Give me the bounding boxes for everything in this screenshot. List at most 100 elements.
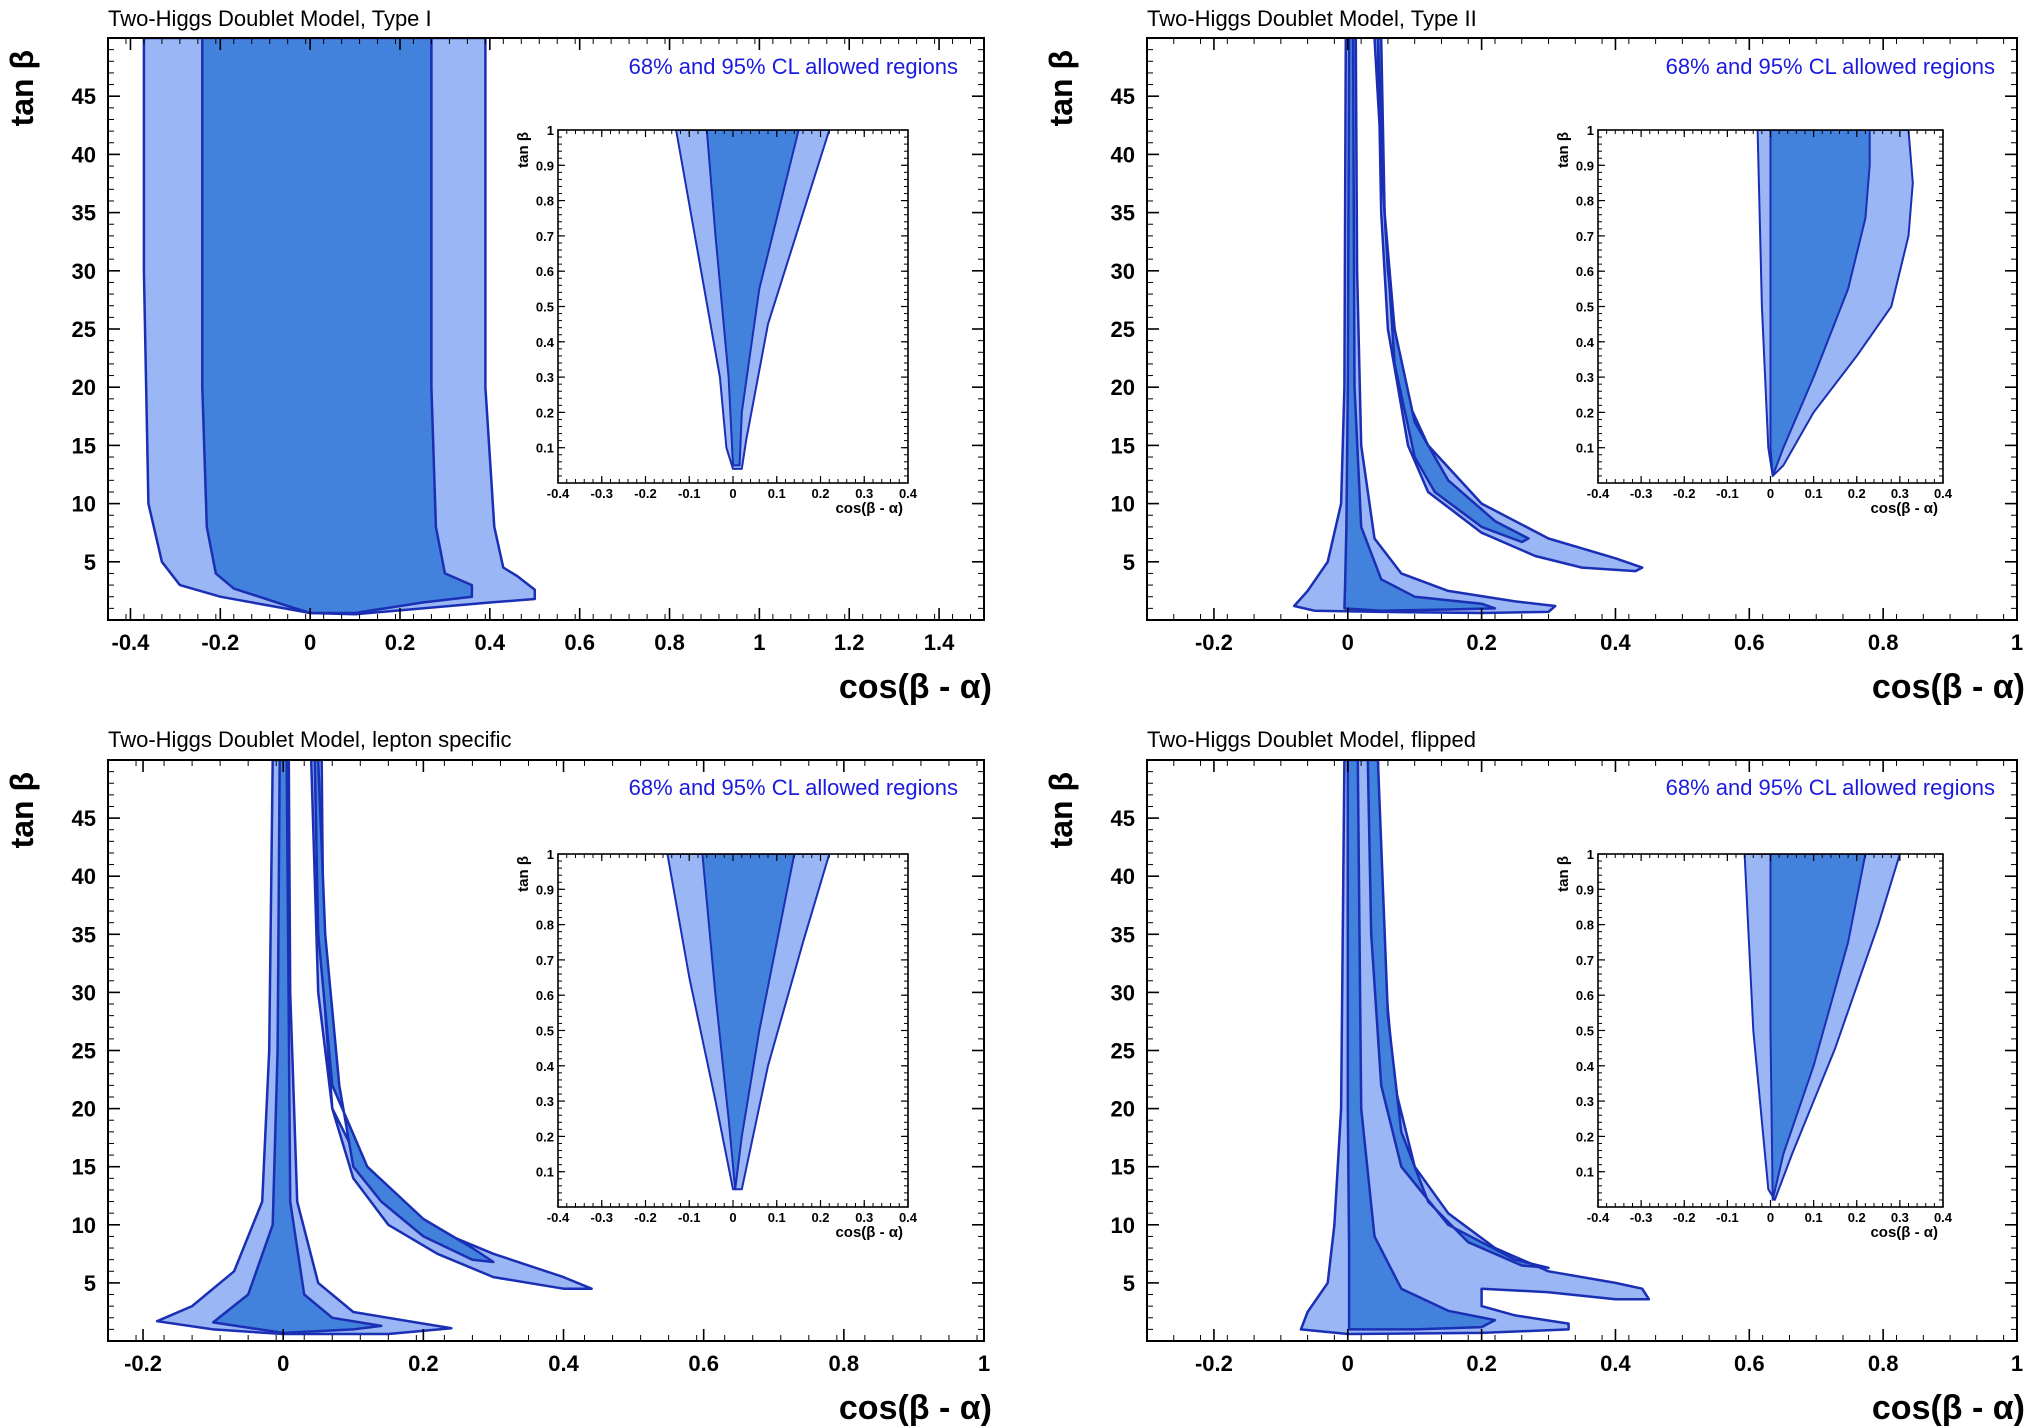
x-tick-label: 0.4	[1600, 1351, 1631, 1376]
inset-y-tick-label: 1	[1587, 847, 1594, 862]
y-tick-label: 10	[1111, 492, 1135, 517]
x-tick-label: 1	[753, 630, 765, 655]
inset-x-tick-label: 0.4	[899, 486, 918, 501]
region-68cl	[1343, 38, 1497, 612]
inset-y-tick-label: 0.5	[536, 300, 554, 315]
inset-y-tick-label: 0.2	[1576, 405, 1594, 420]
inset-y-tick-label: 0.7	[536, 229, 554, 244]
inset-y-tick-label: 0.5	[1576, 300, 1594, 315]
y-tick-label: 35	[72, 201, 96, 226]
inset-x-tick-label: -0.1	[1716, 486, 1738, 501]
x-tick-label: 0.8	[829, 1351, 860, 1376]
inset-y-tick-label: 0.4	[1576, 335, 1595, 350]
panel-1: -0.4 -0.2 0 0.2 0.4 0.6 0.8 1 1.2 1.4510152025303…	[4, 6, 992, 706]
inset-x-tick-label: 0.1	[768, 1210, 786, 1225]
inset-plot: -0.4 -0.3 -0.2 -0.1 0 0.1 0.2 0.3 0.4 0.1 0.2 0.3 0.…	[515, 123, 918, 517]
y-axis-label: tan β	[1043, 50, 1079, 126]
y-tick-label: 20	[1111, 1097, 1135, 1122]
region-68cl	[1376, 38, 1530, 544]
y-tick-label: 25	[1111, 1039, 1135, 1064]
inset-y-tick-label: 0.5	[536, 1024, 554, 1039]
inset-y-tick-label: 0.6	[536, 264, 554, 279]
inset-y-tick-label: 0.2	[1576, 1129, 1594, 1144]
y-tick-label: 10	[72, 1213, 96, 1238]
x-tick-label: 0	[304, 630, 316, 655]
y-axis-label: tan β	[4, 772, 40, 848]
x-axis-label: cos(β - α)	[1872, 1389, 2025, 1427]
inset-regions	[1743, 854, 1901, 1201]
inset-plot: -0.4 -0.3 -0.2 -0.1 0 0.1 0.2 0.3 0.4 0.1 0.2 0.3 0.…	[1555, 847, 1953, 1241]
y-tick-label: 20	[72, 375, 96, 400]
inset-y-tick-label: 0.8	[536, 194, 554, 209]
inset-y-tick-label: 0.8	[1576, 194, 1594, 209]
x-tick-label: 1	[978, 1351, 990, 1376]
inset-x-tick-label: -0.2	[1673, 486, 1695, 501]
y-tick-label: 25	[1111, 317, 1135, 342]
panel-title: Two-Higgs Doublet Model, flipped	[1147, 727, 1476, 752]
panel-3: -0.2 0 0.2 0.4 0.6 0.8 151015202530354045Two-H…	[4, 727, 992, 1427]
x-tick-label: -0.4	[112, 630, 151, 655]
inset-x-tick-label: -0.3	[591, 1210, 613, 1225]
inset-y-tick-label: 0.7	[1576, 229, 1594, 244]
legend-text: 68% and 95% CL allowed regions	[1666, 54, 1995, 79]
inset-x-tick-label: 0.2	[811, 1210, 829, 1225]
inset-x-tick-label: 0.3	[1891, 1210, 1909, 1225]
inset-y-tick-label: 0.4	[536, 335, 555, 350]
y-tick-label: 45	[72, 806, 96, 831]
x-tick-label: 1.4	[924, 630, 955, 655]
inset-region-68cl	[705, 130, 800, 467]
panel-title: Two-Higgs Doublet Model, lepton specific	[108, 727, 512, 752]
y-tick-label: 35	[72, 922, 96, 947]
legend-text: 68% and 95% CL allowed regions	[629, 775, 958, 800]
inset-x-tick-label: -0.1	[678, 1210, 700, 1225]
y-tick-label: 35	[1111, 922, 1135, 947]
inset-x-tick-label: 0.2	[1848, 486, 1866, 501]
inset-y-tick-label: 0.6	[1576, 264, 1594, 279]
contour-regions	[1292, 38, 1644, 615]
inset-y-tick-label: 0.3	[536, 370, 554, 385]
inset-x-tick-label: -0.4	[547, 1210, 570, 1225]
inset-x-tick-label: 0.3	[855, 1210, 873, 1225]
inset-y-tick-label: 0.9	[1576, 158, 1594, 173]
inset-regions	[666, 854, 831, 1191]
y-tick-label: 5	[1123, 1271, 1135, 1296]
inset-x-tick-label: 0	[729, 486, 736, 501]
y-tick-label: 5	[1123, 550, 1135, 575]
y-tick-label: 45	[1111, 84, 1135, 109]
inset-x-tick-label: -0.4	[1587, 486, 1610, 501]
x-tick-label: 0.6	[1734, 630, 1765, 655]
x-tick-label: 1	[2011, 630, 2023, 655]
inset-x-tick-label: 0.1	[1805, 486, 1823, 501]
inset-regions	[1756, 130, 1914, 477]
x-tick-label: 0.2	[1466, 630, 1497, 655]
inset-y-tick-label: 0.2	[536, 1129, 554, 1144]
y-tick-label: 15	[72, 433, 96, 458]
inset-x-axis-label: cos(β - α)	[835, 500, 903, 517]
y-tick-label: 45	[1111, 806, 1135, 831]
contour-regions	[1299, 760, 1651, 1336]
y-tick-label: 40	[72, 864, 96, 889]
y-tick-label: 35	[1111, 201, 1135, 226]
inset-x-tick-label: 0.4	[899, 1210, 918, 1225]
x-tick-label: 1	[2011, 1351, 2023, 1376]
x-tick-label: 0.8	[1868, 630, 1899, 655]
x-tick-label: -0.2	[1195, 1351, 1233, 1376]
inset-region-68cl	[1769, 130, 1871, 477]
inset-y-tick-label: 0.4	[1576, 1059, 1595, 1074]
inset-x-tick-label: 0	[1767, 1210, 1774, 1225]
inset-y-tick-label: 0.1	[536, 441, 554, 456]
inset-x-axis-label: cos(β - α)	[1870, 1224, 1938, 1241]
x-tick-label: -0.2	[201, 630, 239, 655]
region-95cl	[309, 760, 593, 1290]
y-tick-label: 10	[1111, 1213, 1135, 1238]
y-axis-label: tan β	[1043, 772, 1079, 848]
inset-y-tick-label: 0.9	[536, 882, 554, 897]
inset-x-tick-label: -0.2	[634, 1210, 656, 1225]
inset-x-tick-label: -0.4	[547, 486, 570, 501]
x-axis-label: cos(β - α)	[839, 668, 992, 706]
y-tick-label: 5	[84, 1271, 96, 1296]
inset-y-tick-label: 0.6	[536, 988, 554, 1003]
inset-y-tick-label: 0.1	[1576, 1165, 1594, 1180]
inset-y-tick-label: 0.2	[536, 405, 554, 420]
inset-x-tick-label: 0.4	[1934, 1210, 1953, 1225]
